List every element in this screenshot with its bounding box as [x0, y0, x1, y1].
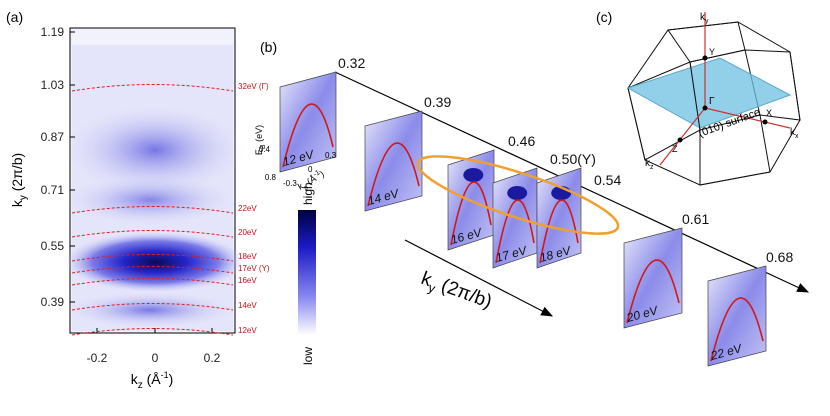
cut-image: [279, 71, 337, 173]
energy-cut: [71, 254, 234, 262]
colorbar-low: low: [301, 347, 315, 365]
x-tick-label: 0.2: [204, 351, 221, 365]
energy-label: 22eV: [238, 204, 257, 213]
ky-label: ky (2π/b): [417, 268, 494, 316]
bz-face: [699, 114, 771, 186]
map-blob: [65, 175, 235, 225]
x-label: X: [766, 108, 772, 118]
map-blob: [65, 232, 245, 292]
panel-label: (b): [260, 39, 277, 55]
gamma-point: [702, 105, 708, 111]
ky-value: 0.61: [682, 211, 709, 227]
ky-value: 0.32: [338, 55, 365, 71]
map-blob: [65, 105, 245, 195]
x-tick-label: 0: [152, 351, 159, 365]
arpes-cut: 12 eV: [279, 71, 337, 173]
energy-label: 32eV (Γ): [238, 82, 269, 91]
band-dispersion: [539, 199, 579, 264]
x-tick-label: -0.2: [87, 351, 108, 365]
map-blob: [65, 292, 235, 328]
ky-value: 0.50(Y): [550, 151, 596, 167]
y-tick-label: 0.55: [41, 239, 65, 253]
y-label: Y: [709, 47, 715, 57]
bz-edge: [689, 61, 701, 131]
ky-c: ky: [700, 12, 709, 25]
energy-label: 12eV: [238, 326, 257, 335]
inset-k-tick: 0: [308, 165, 313, 174]
band-dispersion: [495, 199, 535, 264]
energy-cut: [71, 303, 234, 311]
y-axis-label: ky (2π/b): [9, 153, 29, 207]
band-dispersion: [626, 259, 680, 324]
ky-arrow: [404, 239, 554, 317]
kx-c: kx: [790, 127, 799, 140]
highlight-ellipse: [416, 155, 620, 235]
inset-e-tick: 0.8: [265, 173, 277, 182]
intensity-map: [65, 27, 245, 334]
ky-value: 0.68: [766, 249, 793, 265]
panel-label: (a): [6, 9, 23, 25]
energy-label: 20eV: [238, 228, 257, 237]
arpes-cut: 18 eV: [536, 167, 582, 269]
y-tick-label: 0.71: [41, 183, 65, 197]
colorbar: [298, 210, 316, 335]
band-dispersion: [710, 297, 764, 362]
cut-image: [364, 110, 423, 212]
kz-c: kz: [645, 158, 654, 171]
inset-e-label: EB (eV): [254, 125, 267, 155]
bz-edge: [689, 49, 746, 63]
panel-label: (c): [596, 9, 612, 25]
ky-value: 0.46: [508, 133, 535, 149]
energy-label: 14eV: [238, 301, 257, 310]
arpes-cut: 14 eV: [364, 110, 423, 212]
y-point: [702, 55, 708, 61]
y-tick-label: 0.39: [41, 295, 65, 309]
x-axis-label: kz (Å-1): [131, 370, 174, 391]
energy-label: 16eV: [238, 276, 257, 285]
energy-cut: [71, 206, 234, 214]
z-point: [677, 137, 683, 143]
arpes-cut: 20 eV: [623, 227, 683, 329]
cut-image: [707, 265, 767, 367]
y-tick-label: 1.19: [41, 25, 65, 39]
ky-value: 0.54: [594, 172, 621, 188]
energy-label: 18eV: [238, 252, 257, 261]
ky-value: 0.39: [424, 94, 451, 110]
inset-k-label: kz (Å-1): [296, 168, 328, 194]
inset-k-tick: -0.3: [283, 179, 297, 188]
colorbar-high: high: [301, 182, 315, 205]
energy-cut: [71, 328, 234, 336]
cut-image: [623, 227, 683, 329]
gamma-label: Γ: [709, 96, 715, 107]
band-dispersion: [367, 142, 420, 207]
x-point: [762, 119, 768, 125]
surface-plane: [626, 57, 792, 129]
cut-hotspot: [463, 168, 484, 182]
z-label: Z: [672, 144, 678, 154]
energy-label: 17eV (Y): [238, 264, 270, 273]
kz-axis-c: [659, 107, 706, 166]
band-dispersion: [282, 103, 334, 168]
energy-cut: [71, 230, 234, 238]
energy-cut: [71, 266, 234, 274]
energy-cut: [71, 278, 234, 286]
inset-k-tick: 0.3: [325, 151, 337, 160]
brillouin-zone: [626, 21, 801, 186]
kx-axis-c: [704, 107, 791, 129]
y-tick-label: 0.87: [41, 130, 65, 144]
energy-cut: [71, 84, 234, 92]
arpes-cut: 22 eV: [707, 265, 767, 367]
inset-e-tick: 0.4: [259, 145, 271, 154]
y-tick-label: 1.03: [41, 78, 65, 92]
cut-hotspot: [507, 186, 528, 200]
